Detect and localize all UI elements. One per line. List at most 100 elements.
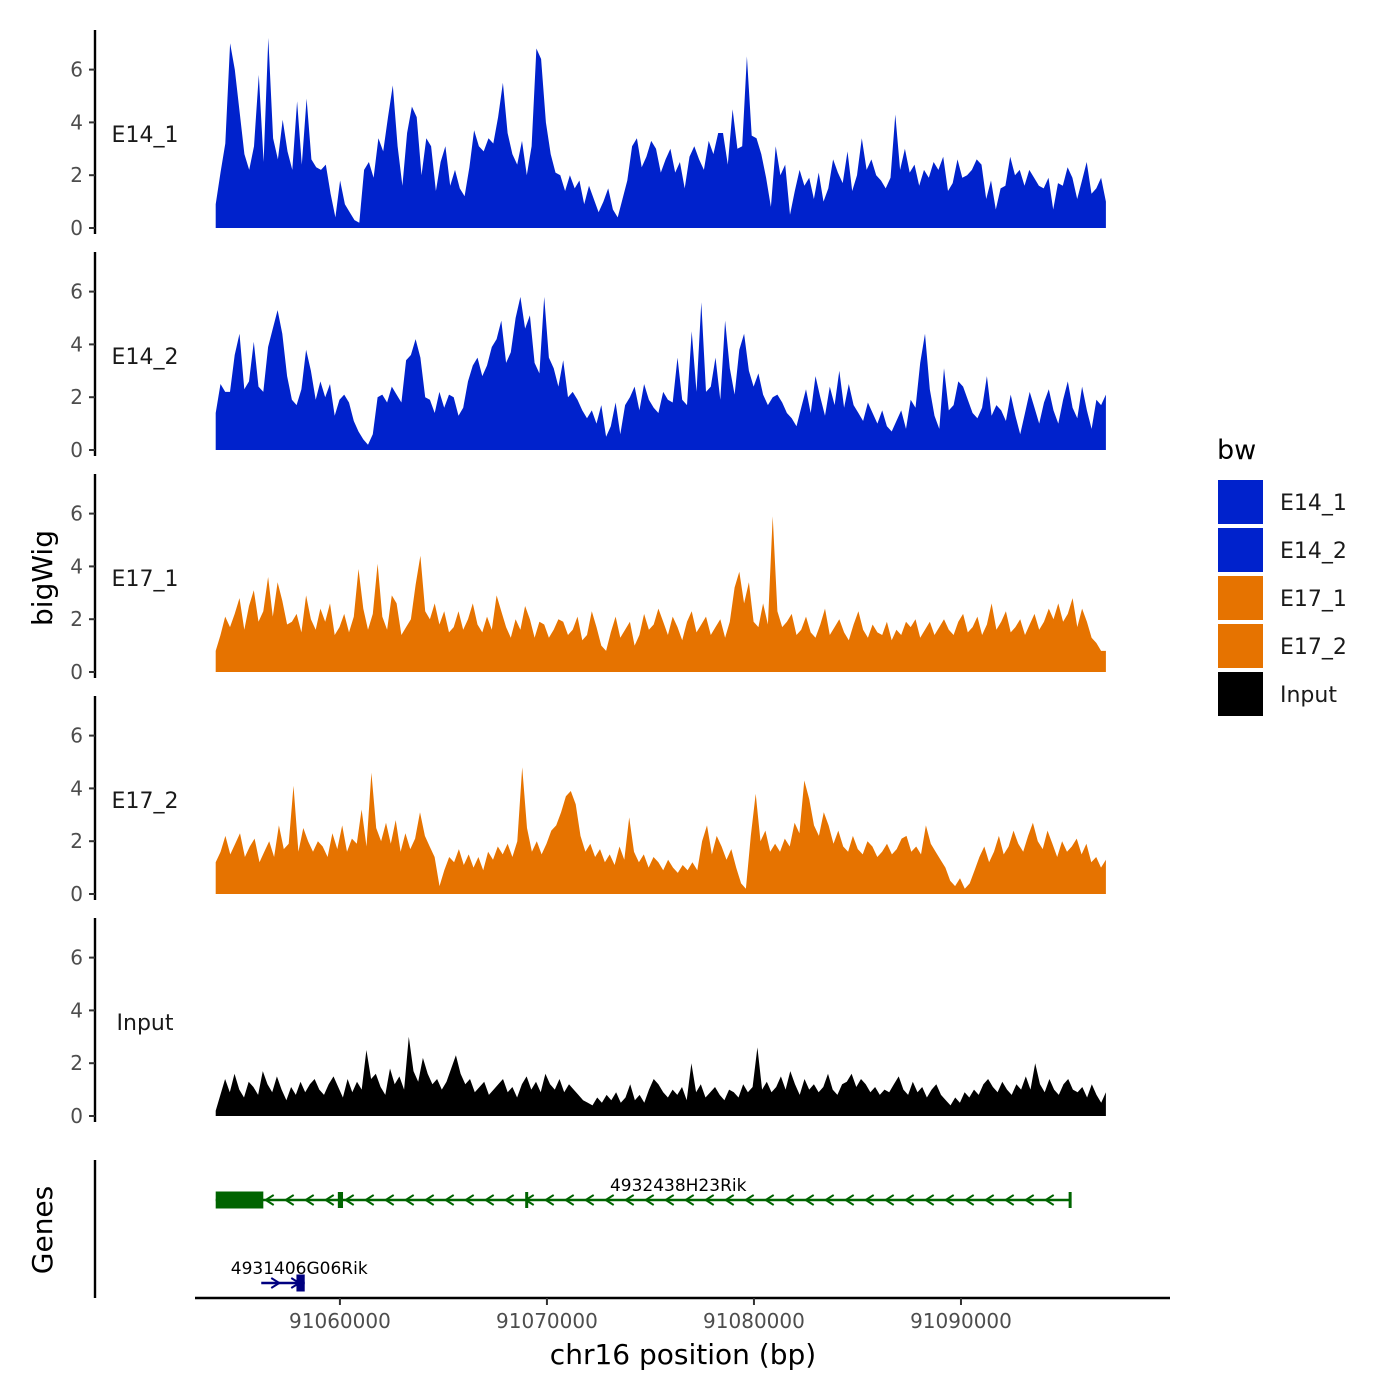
track-label: E14_2 — [112, 345, 179, 370]
strand-chevron — [443, 1194, 455, 1206]
strand-chevron — [403, 1194, 415, 1206]
x-tick-label: 91090000 — [910, 1309, 1012, 1333]
strand-chevron — [903, 1194, 915, 1206]
y-tick-label: 6 — [70, 724, 83, 748]
y-tick-label: 4 — [70, 554, 83, 578]
strand-chevron — [303, 1194, 315, 1206]
legend-title: bw — [1217, 435, 1256, 466]
y-axis-title: bigWig — [26, 530, 59, 626]
strand-chevron — [263, 1194, 275, 1206]
strand-chevron — [363, 1194, 375, 1206]
strand-chevron — [743, 1194, 755, 1206]
strand-chevron — [270, 1277, 282, 1289]
strand-chevron — [923, 1194, 935, 1206]
strand-chevron — [763, 1194, 775, 1206]
area-E17_1 — [215, 516, 1106, 672]
gene-exon — [1068, 1192, 1072, 1208]
strand-chevron — [723, 1194, 735, 1206]
x-tick-label: 91070000 — [496, 1309, 598, 1333]
strand-chevron — [323, 1194, 335, 1206]
y-tick-label: 6 — [70, 280, 83, 304]
y-tick-label: 6 — [70, 946, 83, 970]
gene-label: 4931406G06Rik — [231, 1259, 368, 1279]
bigwig-tracks: 0 2 4 6 E14_1 0 2 4 6 E14_2 0 2 4 6 E17_1 0 2 4 6 E17_2 0 2 4 6… — [70, 30, 1106, 1128]
strand-chevron — [483, 1194, 495, 1206]
area-E14_1 — [215, 37, 1106, 229]
x-tick-label: 91060000 — [289, 1309, 391, 1333]
legend-label: E14_2 — [1280, 539, 1347, 564]
y-tick-label: 6 — [70, 58, 83, 82]
strand-chevron — [783, 1194, 795, 1206]
y-tick-label: 2 — [70, 1051, 83, 1075]
strand-chevron — [803, 1194, 815, 1206]
y-tick-label: 2 — [70, 385, 83, 409]
genes-axis-title: Genes — [26, 1186, 59, 1274]
strand-chevron — [623, 1194, 635, 1206]
y-tick-label: 2 — [70, 829, 83, 853]
strand-chevron — [683, 1194, 695, 1206]
strand-chevron — [943, 1194, 955, 1206]
y-tick-label: 0 — [70, 216, 83, 240]
strand-chevron — [563, 1194, 575, 1206]
strand-chevron — [883, 1194, 895, 1206]
y-tick-label: 4 — [70, 776, 83, 800]
track-label: E14_1 — [112, 123, 179, 148]
legend: bw E14_1 E14_2 E17_1 E17_2 Input — [1217, 435, 1347, 716]
legend-swatch — [1218, 576, 1263, 620]
strand-chevron — [383, 1194, 395, 1206]
legend-swatch — [1218, 624, 1263, 668]
track-E17_1: 0 2 4 6 E17_1 — [70, 474, 1106, 684]
strand-chevron — [843, 1194, 855, 1206]
track-E17_2: 0 2 4 6 E17_2 — [70, 696, 1106, 906]
strand-chevron — [1023, 1194, 1035, 1206]
strand-chevron — [983, 1194, 995, 1206]
y-tick-label: 2 — [70, 163, 83, 187]
strand-chevron — [1003, 1194, 1015, 1206]
x-tick-label: 91080000 — [703, 1309, 805, 1333]
y-tick-label: 0 — [70, 1104, 83, 1128]
gene-exon — [215, 1191, 264, 1209]
strand-chevron — [503, 1194, 515, 1206]
legend-swatch — [1218, 480, 1263, 524]
track-Input: 0 2 4 6 Input — [70, 918, 1106, 1128]
legend-item-E14_1: E14_1 — [1218, 480, 1347, 524]
area-Input — [215, 1036, 1106, 1116]
strand-chevron — [663, 1194, 675, 1206]
y-tick-label: 2 — [70, 607, 83, 631]
y-tick-label: 4 — [70, 332, 83, 356]
strand-chevron — [283, 1194, 295, 1206]
legend-swatch — [1218, 672, 1263, 716]
strand-chevron — [463, 1194, 475, 1206]
strand-chevron — [1043, 1194, 1055, 1206]
legend-item-E14_2: E14_2 — [1218, 528, 1347, 572]
track-label: E17_2 — [112, 789, 179, 814]
y-tick-label: 0 — [70, 660, 83, 684]
gene-4932438H23Rik: 4932438H23Rik — [215, 1176, 1072, 1209]
gene-exon — [337, 1192, 344, 1208]
legend-label: E14_1 — [1280, 491, 1347, 516]
gene-exon — [525, 1192, 529, 1208]
strand-chevron — [863, 1194, 875, 1206]
strand-chevron — [603, 1194, 615, 1206]
legend-swatch — [1218, 528, 1263, 572]
x-axis: 91060000 91070000 91080000 91090000 — [195, 1296, 1170, 1333]
legend-item-E17_1: E17_1 — [1218, 576, 1347, 620]
strand-chevron — [703, 1194, 715, 1206]
x-axis-title: chr16 position (bp) — [550, 1338, 816, 1371]
area-E17_2 — [215, 767, 1106, 894]
track-E14_1: 0 2 4 6 E14_1 — [70, 30, 1106, 240]
gene-4931406G06Rik: 4931406G06Rik — [231, 1259, 368, 1292]
legend-label: E17_2 — [1280, 635, 1347, 660]
strand-chevron — [823, 1194, 835, 1206]
strand-chevron — [643, 1194, 655, 1206]
track-label: Input — [117, 1011, 174, 1036]
legend-item-E17_2: E17_2 — [1218, 624, 1347, 668]
gene-exon — [296, 1274, 305, 1292]
strand-chevron — [423, 1194, 435, 1206]
gene-track: 4932438H23Rik 4931406G06Rik — [93, 1160, 1072, 1298]
legend-label: E17_1 — [1280, 587, 1347, 612]
y-tick-label: 4 — [70, 998, 83, 1022]
track-E14_2: 0 2 4 6 E14_2 — [70, 252, 1106, 462]
track-label: E17_1 — [112, 567, 179, 592]
